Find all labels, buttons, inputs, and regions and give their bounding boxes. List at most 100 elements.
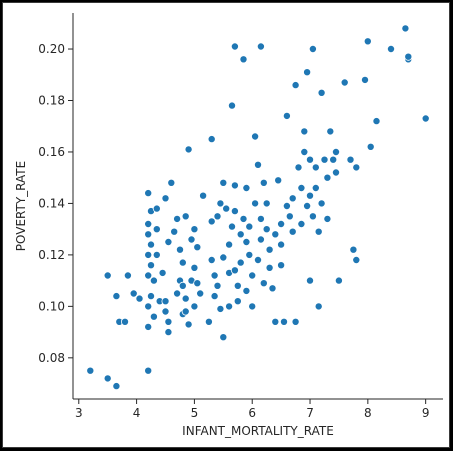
data-point [230,266,239,275]
data-point [144,271,153,280]
data-point [291,317,300,326]
data-point [317,88,326,97]
data-point [146,240,155,249]
data-point [282,201,291,210]
data-point [103,374,112,383]
data-point [233,281,242,290]
data-point [144,322,153,331]
data-point [161,297,170,306]
x-tick-label: 4 [133,406,141,420]
data-point [144,250,153,259]
data-point [187,235,196,244]
data-point [152,250,161,259]
data-point [149,312,158,321]
data-point [259,279,268,288]
data-point [317,199,326,208]
data-point [173,214,182,223]
y-axis-label: POVERTY_RATE [14,161,28,251]
data-point [386,45,395,54]
data-point [311,163,320,172]
axis-spines [72,13,443,400]
data-point [349,245,358,254]
data-point [242,237,251,246]
data-point [291,81,300,90]
data-point [149,276,158,285]
data-point [294,163,303,172]
y-tick-label: 0.20 [38,42,65,56]
data-point [360,75,369,84]
x-tick-label: 7 [306,406,314,420]
data-point [103,271,112,280]
data-point [233,297,242,306]
data-point [135,294,144,303]
data-point [207,255,216,264]
x-tick-label: 5 [191,406,199,420]
data-point [256,42,265,51]
data-point [144,230,153,239]
data-point [144,366,153,375]
data-point [227,101,236,110]
data-point [144,302,153,311]
data-point [331,147,340,156]
data-point [242,183,251,192]
data-point [265,245,274,254]
data-point [305,276,314,285]
data-point [219,178,228,187]
data-point [164,317,173,326]
data-point [245,250,254,259]
x-axis-label: INFANT_MORTALITY_RATE [182,424,334,438]
data-point [340,78,349,87]
data-point [242,286,251,295]
scatter-chart: 3 4 5 6 7 8 9 0.08 0.10 0.12 0.14 0.16 0.18 0.20 INF… [14,13,443,438]
data-point [164,237,173,246]
x-axis-ticks: 3 4 5 6 7 8 9 [75,399,429,420]
data-point [184,320,193,329]
data-point [251,199,260,208]
data-point [213,281,222,290]
x-tick-label: 8 [364,406,372,420]
x-tick-label: 6 [248,406,256,420]
data-point [401,24,410,33]
data-point [219,253,228,262]
data-point [181,212,190,221]
data-point [305,191,314,200]
y-tick-label: 0.14 [38,196,65,210]
data-point [288,227,297,236]
data-point [230,207,239,216]
data-point [288,194,297,203]
data-point [146,261,155,270]
data-point [196,289,205,298]
data-point [314,302,323,311]
data-point [279,317,288,326]
data-point [265,263,274,272]
data-point [329,155,338,164]
data-point [421,114,430,123]
data-point [334,276,343,285]
data-point [227,222,236,231]
x-tick-label: 3 [75,406,83,420]
data-point [326,127,335,136]
data-point [225,302,234,311]
data-point [239,55,248,64]
data-point [277,240,286,249]
data-point [158,268,167,277]
data-point [236,230,245,239]
data-point [86,366,95,375]
data-point [181,307,190,316]
y-tick-label: 0.18 [38,93,65,107]
y-tick-label: 0.12 [38,248,65,262]
data-point [297,183,306,192]
data-point [190,263,199,272]
data-point [282,111,291,120]
data-point [239,214,248,223]
data-point [248,271,257,280]
data-point [161,307,170,316]
figure-panel: 3 4 5 6 7 8 9 0.08 0.10 0.12 0.14 0.16 0.18 0.20 INF… [2,2,450,448]
y-axis-ticks: 0.08 0.10 0.12 0.14 0.16 0.18 0.20 [38,42,73,365]
data-point [225,240,234,249]
data-point [199,191,208,200]
y-tick-label: 0.10 [38,299,65,313]
data-point [216,199,225,208]
data-point [210,292,219,301]
data-point [173,289,182,298]
